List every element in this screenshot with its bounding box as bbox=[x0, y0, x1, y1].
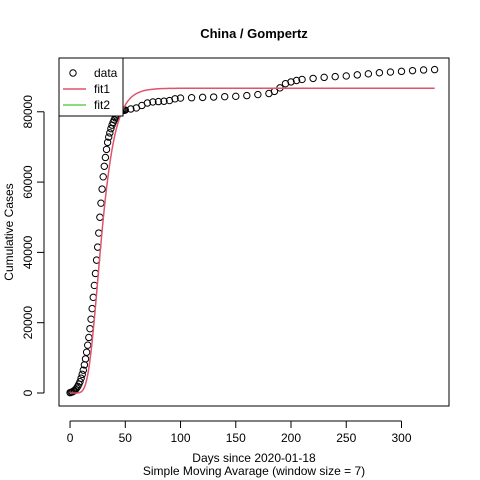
data-point bbox=[87, 315, 95, 323]
chart-title: China / Gompertz bbox=[200, 26, 308, 41]
legend-fit2-label: fit2 bbox=[94, 98, 110, 112]
x-tick-label: 50 bbox=[119, 431, 133, 445]
x-axis-label: Days since 2020-01-18 bbox=[192, 451, 316, 465]
data-point bbox=[331, 72, 339, 81]
data-point bbox=[105, 133, 113, 141]
data-point bbox=[82, 348, 91, 356]
legend-fit1-label: fit1 bbox=[94, 82, 110, 96]
data-point bbox=[78, 370, 86, 379]
data-point bbox=[232, 92, 240, 101]
data-point bbox=[397, 67, 406, 76]
data-point bbox=[99, 173, 107, 181]
data-point bbox=[143, 99, 152, 107]
data-point bbox=[84, 341, 92, 349]
data-point bbox=[364, 70, 373, 78]
y-tick-label: 0 bbox=[21, 389, 35, 396]
data-point bbox=[386, 68, 395, 76]
y-tick-label: 20000 bbox=[21, 306, 35, 340]
data-point bbox=[353, 71, 361, 79]
data-point bbox=[86, 324, 94, 333]
data-point bbox=[72, 384, 81, 392]
gridless-plot bbox=[58, 57, 450, 407]
data-point bbox=[76, 378, 84, 386]
plot-frame bbox=[58, 57, 450, 407]
y-tick-label: 40000 bbox=[21, 235, 35, 269]
data-point bbox=[127, 105, 135, 113]
data-point bbox=[342, 72, 350, 80]
x-axis-sublabel: Simple Moving Avarage (window size = 7) bbox=[143, 464, 365, 478]
data-point bbox=[107, 124, 115, 133]
data-point bbox=[375, 69, 384, 77]
legend-data-label: data bbox=[94, 66, 118, 80]
data-point bbox=[320, 73, 328, 82]
data-point bbox=[100, 162, 109, 170]
data-point bbox=[77, 374, 85, 382]
data-point bbox=[171, 95, 179, 103]
data-point bbox=[243, 91, 251, 100]
data-point bbox=[98, 185, 106, 193]
fit1-line bbox=[70, 87, 435, 394]
legend: data fit1 fit2 bbox=[58, 57, 124, 117]
data-point bbox=[430, 65, 439, 74]
data-point bbox=[198, 93, 207, 102]
legend-box bbox=[58, 57, 124, 117]
x-tick-label: 250 bbox=[336, 431, 356, 445]
legend-data-symbol bbox=[69, 69, 77, 77]
data-point bbox=[79, 366, 88, 374]
x-tick-label: 300 bbox=[391, 431, 411, 445]
data-point bbox=[309, 74, 317, 83]
data-point bbox=[292, 76, 301, 85]
y-tick-label: 60000 bbox=[21, 165, 35, 199]
data-point bbox=[408, 66, 417, 75]
x-tick-label: 100 bbox=[171, 431, 191, 445]
data-point bbox=[187, 94, 196, 102]
x-axis: 0 50 100 150 200 250 300 bbox=[67, 420, 412, 445]
y-axis: 0 20000 40000 60000 80000 bbox=[21, 95, 45, 396]
y-tick-label: 80000 bbox=[21, 95, 35, 129]
data-point bbox=[103, 138, 112, 147]
x-tick-label: 200 bbox=[281, 431, 301, 445]
data-point bbox=[102, 145, 111, 154]
data-point bbox=[81, 355, 90, 363]
data-point bbox=[160, 97, 168, 105]
x-tick-label: 0 bbox=[67, 431, 74, 445]
data-point bbox=[85, 333, 93, 342]
data-point bbox=[97, 199, 105, 207]
data-point bbox=[254, 90, 262, 99]
data-point bbox=[287, 78, 295, 86]
data-point bbox=[209, 93, 218, 101]
data-point bbox=[101, 153, 110, 162]
data-point bbox=[149, 98, 157, 106]
data-point bbox=[419, 66, 428, 74]
data-point bbox=[96, 213, 104, 221]
data-point bbox=[221, 92, 229, 101]
data-point bbox=[176, 94, 185, 102]
data-point bbox=[106, 129, 114, 137]
data-point bbox=[298, 75, 306, 84]
data-point bbox=[154, 97, 163, 106]
x-tick-label: 150 bbox=[226, 431, 246, 445]
y-axis-label: Cumulative Cases bbox=[2, 183, 16, 280]
